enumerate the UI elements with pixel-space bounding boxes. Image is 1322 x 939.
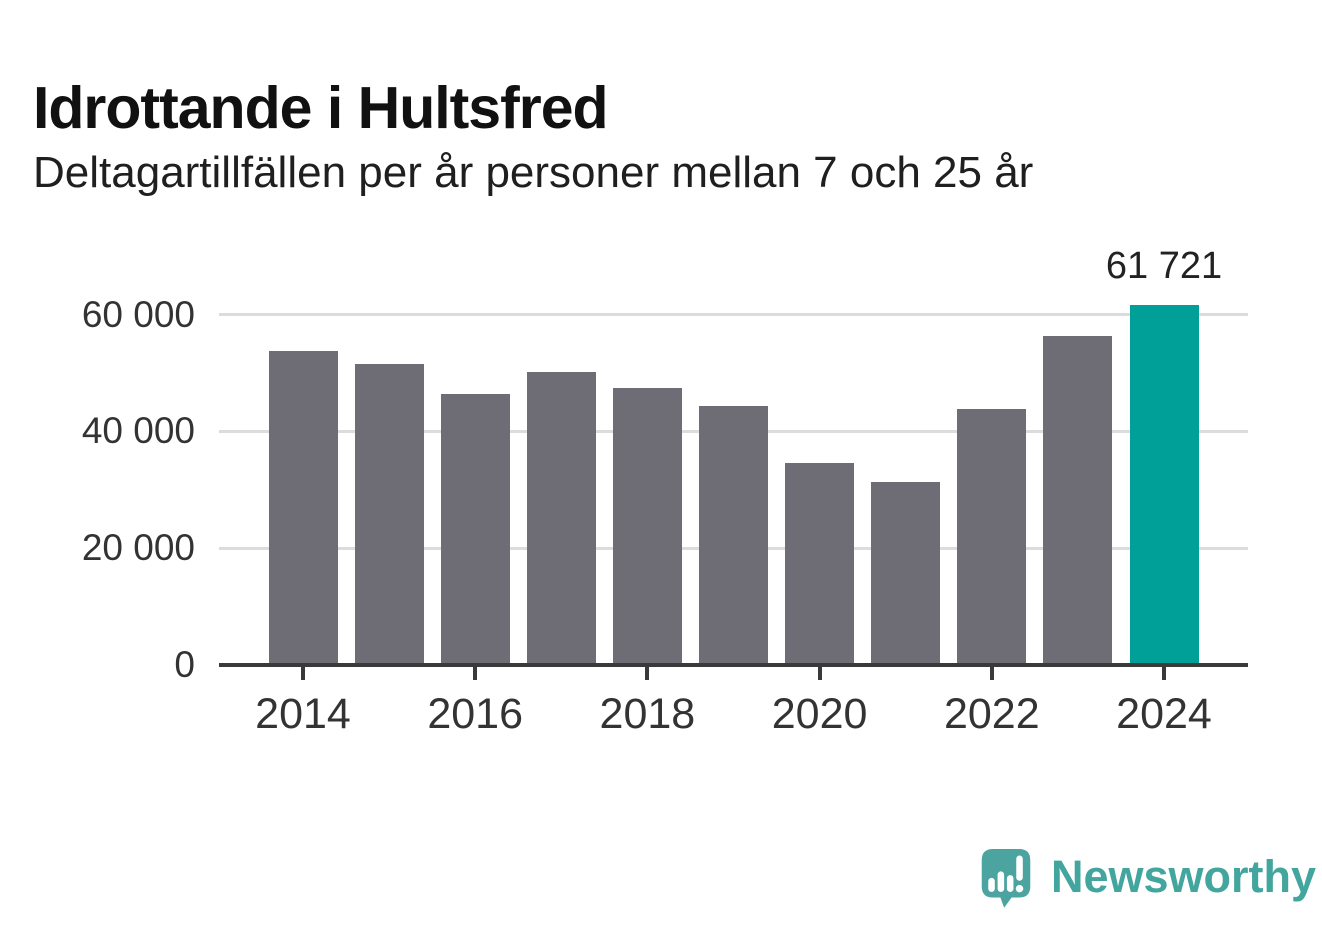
bar-2020 <box>785 462 855 665</box>
y-tick-label-60000: 60 000 <box>81 293 195 335</box>
bar-2016 <box>440 394 510 665</box>
bar-2021 <box>871 481 941 665</box>
x-tick-2022 <box>989 667 994 680</box>
bar-2018 <box>612 388 682 665</box>
x-tick-label-2016: 2016 <box>427 690 524 738</box>
x-tick-label-2018: 2018 <box>599 690 696 738</box>
chart-title: Idrottande i Hultsfred <box>33 74 609 141</box>
bar-2015 <box>354 363 424 665</box>
highlight-value-label: 61 721 <box>1105 244 1223 287</box>
newsworthy-brand-text: Newsworthy <box>1051 851 1317 902</box>
newsworthy-branding: Newsworthy <box>978 845 1316 909</box>
x-tick-2016 <box>473 667 478 680</box>
y-tick-label-0: 0 <box>174 644 195 685</box>
x-tick-2024 <box>1162 667 1166 680</box>
x-tick-2014 <box>301 667 305 680</box>
bar-2022 <box>957 409 1027 665</box>
y-tick-label-20000: 20 000 <box>81 527 195 569</box>
bar-2023 <box>1043 335 1113 665</box>
bar-2019 <box>699 405 768 665</box>
x-axis-line <box>219 663 1248 667</box>
bar-2017 <box>526 372 596 665</box>
y-tick-label-40000: 40 000 <box>81 410 195 452</box>
x-tick-label-2024: 2024 <box>1116 690 1212 738</box>
newsworthy-logo-icon <box>981 849 1031 908</box>
x-tick-label-2014: 2014 <box>255 690 351 738</box>
x-tick-2018 <box>645 667 650 680</box>
x-tick-label-2020: 2020 <box>771 690 868 738</box>
bar-2024 <box>1129 304 1199 665</box>
x-tick-2020 <box>817 667 822 680</box>
gridline-60000 <box>219 313 1248 317</box>
bar-2014 <box>268 351 338 665</box>
x-tick-label-2022: 2022 <box>943 690 1040 738</box>
chart-subtitle: Deltagartillfällen per år personer mella… <box>33 148 1034 197</box>
